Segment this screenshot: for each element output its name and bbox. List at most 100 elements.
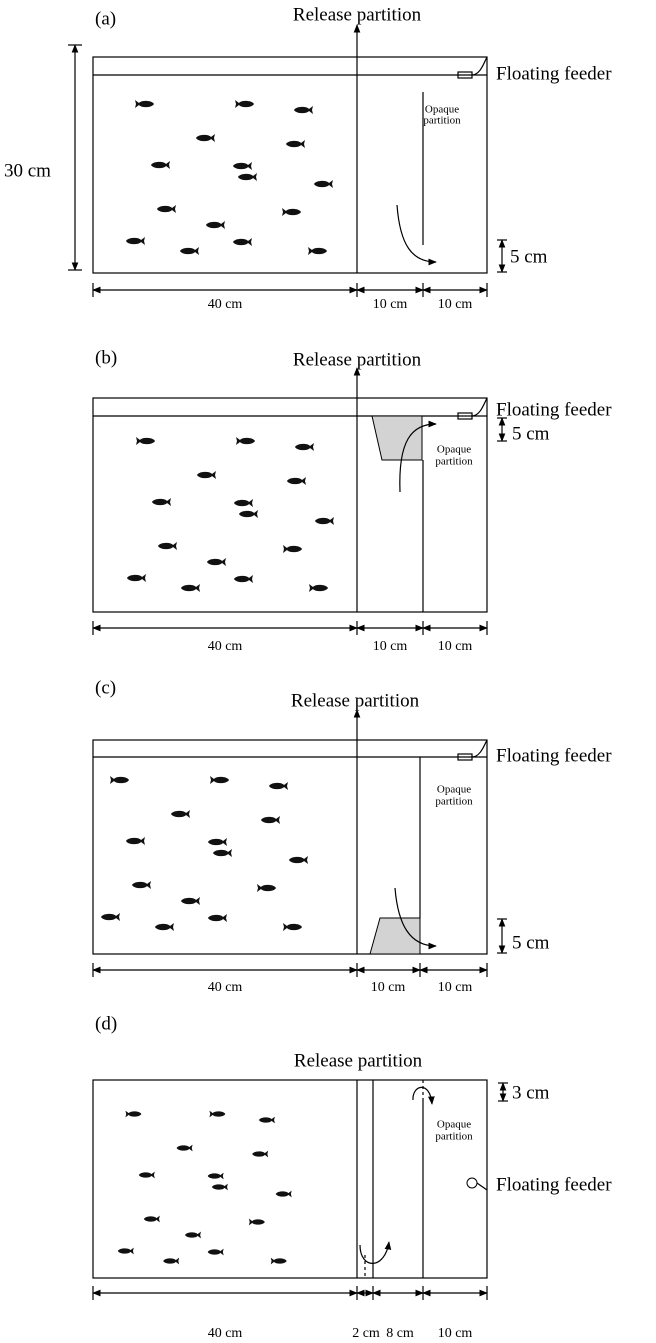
fish	[132, 881, 151, 889]
depth-label: 5 cm	[512, 932, 550, 953]
fish-shape	[270, 1257, 287, 1265]
fish	[283, 545, 302, 553]
fish	[138, 1171, 155, 1179]
fish-shape	[234, 499, 253, 507]
fish-shape	[126, 837, 145, 845]
fish	[207, 1172, 224, 1180]
tank	[92, 739, 488, 955]
feeder-label: Floating feeder	[496, 745, 612, 766]
feeder-cord	[471, 56, 488, 76]
width-label: 8 cm	[386, 1326, 414, 1341]
feeder-cord	[476, 1182, 488, 1191]
panel-label: (a)	[95, 8, 116, 29]
fish-shape	[282, 208, 301, 216]
release-label: Release partition	[291, 690, 420, 711]
feeder-cord	[471, 739, 488, 758]
fish	[101, 913, 120, 921]
fish	[269, 782, 288, 790]
gate	[369, 917, 421, 955]
fish-shape	[309, 584, 328, 592]
fish	[233, 238, 252, 246]
fish-shape	[248, 1218, 265, 1226]
fish-shape	[211, 1183, 228, 1191]
fish	[210, 776, 229, 784]
opaque-label: Opaque	[437, 1119, 471, 1131]
fish-shape	[138, 1171, 155, 1179]
fish-shape	[117, 1247, 134, 1255]
fish	[143, 1215, 160, 1223]
fish-shape	[257, 884, 276, 892]
fish	[286, 140, 305, 148]
feeder-label: Floating feeder	[496, 63, 612, 84]
fish	[135, 100, 154, 108]
release-label: Release partition	[293, 349, 422, 370]
fish-shape	[143, 1215, 160, 1223]
fish-shape	[157, 205, 176, 213]
opaque-label: partition	[423, 115, 461, 127]
fish-shape	[180, 247, 199, 255]
fish	[238, 173, 257, 181]
fish-shape	[235, 100, 254, 108]
fish	[248, 1218, 265, 1226]
fish	[257, 884, 276, 892]
fish	[208, 838, 227, 846]
opaque-label: Opaque	[425, 104, 459, 116]
fish-shape	[207, 1248, 224, 1256]
width-label: 40 cm	[208, 639, 243, 654]
fish-shape	[283, 545, 302, 553]
fish	[207, 1248, 224, 1256]
fish-shape	[261, 816, 280, 824]
fish-shape	[163, 1257, 180, 1265]
fish	[287, 477, 306, 485]
fish	[234, 575, 253, 583]
fish	[309, 584, 328, 592]
fish	[308, 247, 327, 255]
tank	[92, 397, 488, 613]
fish-shape	[151, 161, 170, 169]
flow-arrow	[359, 1241, 392, 1264]
fish-shape	[289, 856, 308, 864]
fish	[181, 584, 200, 592]
flow-arrow	[412, 1086, 435, 1105]
fish	[151, 161, 170, 169]
fish	[136, 437, 155, 445]
fish	[295, 443, 314, 451]
fish-shape	[308, 247, 327, 255]
fish-shape	[176, 1144, 193, 1152]
fish-shape	[125, 1110, 142, 1118]
width-label: 10 cm	[438, 1326, 473, 1341]
fish	[126, 237, 145, 245]
fish-shape	[233, 238, 252, 246]
fish-shape	[233, 162, 252, 170]
flow-arrow	[396, 204, 437, 266]
fish	[282, 208, 301, 216]
fish	[110, 776, 129, 784]
width-label: 10 cm	[438, 297, 473, 312]
fish-shape	[210, 776, 229, 784]
fish-shape	[315, 517, 334, 525]
fish	[270, 1257, 287, 1265]
fish-shape	[294, 106, 313, 114]
depth-label: 5 cm	[510, 246, 548, 267]
fish-shape	[185, 1231, 201, 1239]
fish	[314, 180, 333, 188]
fish-shape	[206, 221, 225, 229]
width-label: 10 cm	[373, 639, 408, 654]
fish-shape	[171, 810, 190, 818]
gate	[371, 415, 423, 461]
fish	[185, 1231, 201, 1239]
fish	[261, 816, 280, 824]
fish-shape	[181, 897, 200, 905]
fish-shape	[295, 443, 314, 451]
width-label: 40 cm	[208, 297, 243, 312]
feeder-label: Floating feeder	[496, 1174, 612, 1195]
fish	[233, 162, 252, 170]
width-label: 40 cm	[208, 1326, 243, 1341]
fish-shape	[314, 180, 333, 188]
width-label: 40 cm	[208, 980, 243, 995]
width-label: 10 cm	[438, 639, 473, 654]
width-label: 10 cm	[373, 297, 408, 312]
fish-shape	[181, 584, 200, 592]
fish	[208, 914, 227, 922]
